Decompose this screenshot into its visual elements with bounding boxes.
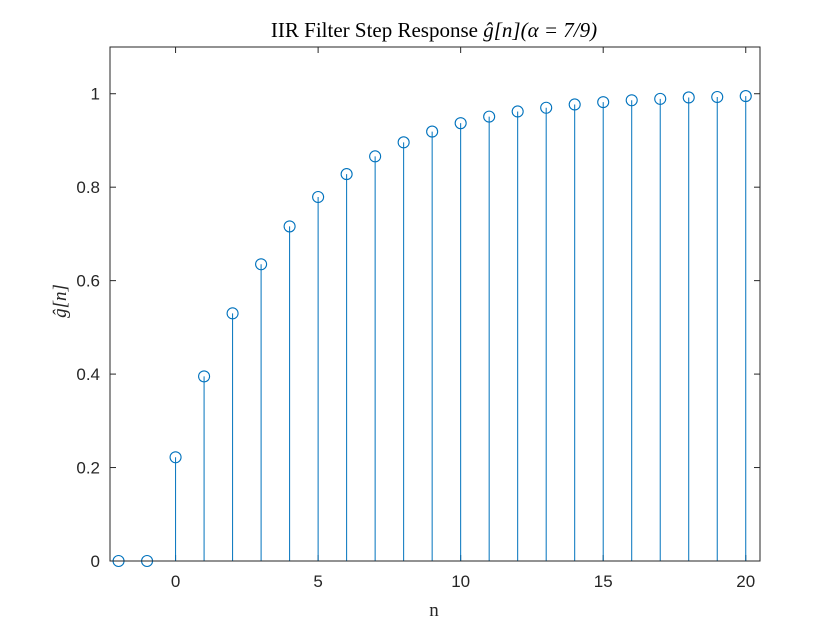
x-axis-label: n xyxy=(429,600,439,621)
y-tick-label: 1 xyxy=(91,85,100,104)
stem-marker xyxy=(454,117,467,130)
x-tick-label: 5 xyxy=(313,572,322,591)
y-tick-label: 0.2 xyxy=(76,459,100,478)
stem-series xyxy=(112,90,752,568)
axes-box xyxy=(109,46,761,562)
stem-marker xyxy=(540,101,553,114)
y-tick-label: 0 xyxy=(91,552,100,571)
stem-marker xyxy=(198,370,211,383)
chart-title-math: ĝ[n](α = 7/9) xyxy=(483,18,597,42)
y-tick-label: 0.6 xyxy=(76,272,100,291)
y-tick-label: 0.4 xyxy=(76,365,100,384)
y-tick-label: 0.8 xyxy=(76,178,100,197)
stem-marker xyxy=(682,91,695,104)
stem-marker xyxy=(597,96,610,109)
stem-marker xyxy=(625,94,638,107)
chart-title-prefix: IIR Filter Step Response xyxy=(271,18,483,42)
stem-marker xyxy=(369,150,382,163)
stem-marker xyxy=(711,90,724,104)
x-tick-label: 0 xyxy=(171,572,180,591)
tick-labels: 0 5 10 15 20 0 0.2 0.4 0.6 0.8 1 xyxy=(76,85,755,591)
stem-marker xyxy=(511,105,524,118)
y-axis-label: ĝ[n] xyxy=(50,284,71,318)
stem-marker xyxy=(169,451,182,464)
stem-marker xyxy=(483,110,496,123)
stem-marker xyxy=(397,136,410,149)
stem-marker xyxy=(654,92,667,105)
stem-marker xyxy=(255,258,268,271)
stem-marker xyxy=(739,90,752,103)
stem-marker xyxy=(226,307,239,320)
x-tick-label: 15 xyxy=(594,572,613,591)
plot-area xyxy=(110,47,760,561)
x-tick-label: 10 xyxy=(451,572,470,591)
stem-marker xyxy=(312,190,325,204)
stem-marker xyxy=(426,125,439,138)
x-tick-label: 20 xyxy=(736,572,755,591)
stem-marker xyxy=(568,98,581,111)
chart-title: IIR Filter Step Response ĝ[n](α = 7/9) xyxy=(271,18,597,42)
stem-marker xyxy=(283,220,296,233)
stem-marker xyxy=(340,168,353,181)
